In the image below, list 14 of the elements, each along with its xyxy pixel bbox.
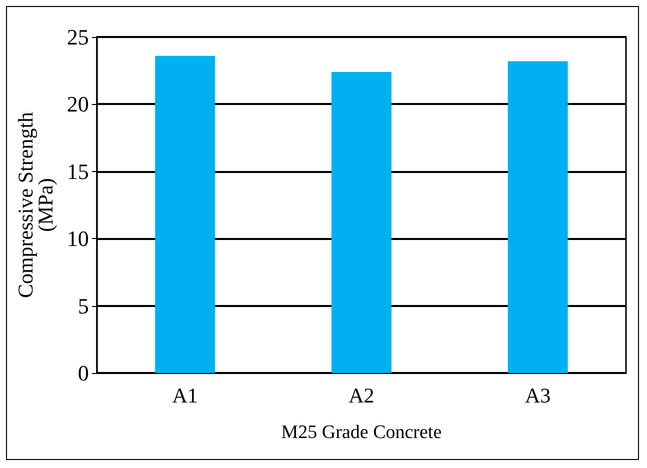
x-tick-label: A3 xyxy=(524,384,551,408)
y-tick-label: 15 xyxy=(66,158,89,184)
x-tick-label: A2 xyxy=(348,384,374,408)
y-tick-label: 10 xyxy=(66,226,89,252)
y-tick-label: 20 xyxy=(66,92,89,117)
y-tick-label: 0 xyxy=(78,360,89,386)
bar xyxy=(508,61,568,373)
y-tick-label: 25 xyxy=(66,24,89,50)
bar xyxy=(331,72,392,373)
bar xyxy=(155,56,216,373)
y-axis-title: Compressive Strength (MPa) xyxy=(14,111,58,298)
x-tick-label: A1 xyxy=(172,384,198,408)
x-axis-title: M25 Grade Concrete xyxy=(281,422,442,443)
y-tick-label: 5 xyxy=(78,293,89,318)
